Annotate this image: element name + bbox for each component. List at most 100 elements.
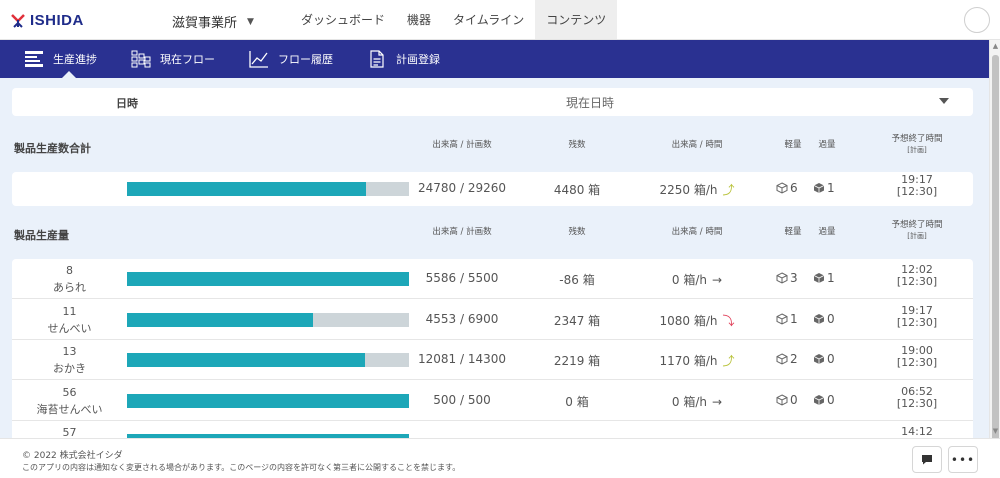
over-value: 1	[827, 181, 835, 195]
copyright-text: © 2022 株式会社イシダ	[22, 451, 123, 461]
progress-fill	[127, 272, 409, 286]
subnav-label: フロー履歴	[278, 53, 333, 66]
col-header-end-label: 予想終了時間	[891, 220, 943, 230]
end-time-plan: [12:30]	[896, 315, 938, 329]
end-time-value: 19:00	[901, 344, 933, 357]
end-time-plan: [12:30]	[896, 396, 938, 410]
over-count: 0	[813, 312, 853, 326]
rate-text: 2250 箱/h	[659, 183, 718, 197]
plan-value: 12081 / 14300	[417, 352, 507, 366]
rate-value: 1080 箱/h ⤵	[627, 312, 767, 329]
end-time-plan: [12:30]	[896, 185, 938, 198]
plan-value: 500 / 500	[433, 392, 491, 407]
scroll-up-arrow-icon[interactable]: ▲	[992, 42, 999, 50]
document-icon	[367, 49, 387, 69]
progress-bar	[127, 434, 409, 438]
light-count: 1	[776, 312, 816, 326]
over-value: 0	[827, 392, 835, 407]
end-time-plan: [12:30]	[896, 356, 938, 369]
trend-up-icon: ⤴	[722, 354, 735, 368]
more-dots-icon: •••	[950, 452, 976, 467]
end-time: 19:17 [12:30]	[867, 174, 967, 198]
product-code: 57	[62, 426, 77, 438]
tab-timeline[interactable]: タイムライン	[453, 13, 525, 27]
remaining-value: 2219 箱	[553, 354, 601, 368]
product-card: 8 あられ 5586 / 5500 -86 箱 0 箱/h → 3 1 12:02…	[12, 259, 973, 438]
flow-grid-icon	[131, 49, 151, 69]
col-header-end-sub: [計画]	[907, 232, 927, 240]
sub-nav: 生産進捗 現在フロー フロー履歴 計画登録	[0, 40, 989, 78]
caret-down-icon	[939, 98, 949, 104]
product-row: 8 あられ 5586 / 5500 -86 箱 0 箱/h → 3 1 12:02…	[12, 259, 973, 299]
over-count: 1	[813, 181, 853, 195]
product-section-title: 製品生産量	[14, 229, 69, 242]
user-avatar[interactable]	[964, 7, 990, 33]
more-button[interactable]: •••	[948, 446, 978, 473]
ishida-logo[interactable]: ISHIDA	[10, 11, 84, 29]
trend-up-icon: ⤴	[722, 183, 735, 197]
total-row: 24780 / 29260 4480 箱 2250 箱/h ⤴ 6 1 19:17…	[12, 169, 973, 209]
product-name: あられ	[53, 281, 86, 294]
product-name: おかき	[53, 362, 86, 375]
total-card: 24780 / 29260 4480 箱 2250 箱/h ⤴ 6 1 19:17…	[12, 172, 973, 206]
progress-bar	[127, 182, 409, 196]
footer: © 2022 株式会社イシダ このアプリの内容は通知なく変更される場合があります…	[0, 438, 1000, 478]
notice-text: このアプリの内容は通知なく変更される場合があります。このページの内容を許可なく第…	[22, 463, 461, 472]
cube-filled-icon	[813, 273, 825, 283]
subnav-plan-register[interactable]: 計画登録	[345, 40, 452, 78]
rate-text: 0 箱/h	[671, 394, 708, 409]
remaining-value: -86 箱	[559, 273, 595, 287]
site-select-label: 滋賀事業所	[172, 16, 238, 31]
over-count: 0	[813, 352, 853, 366]
over-value: 0	[827, 311, 835, 326]
over-count: 0	[813, 393, 853, 407]
subnav-label: 生産進捗	[53, 53, 97, 66]
scroll-thumb[interactable]	[992, 55, 999, 445]
col-header-light: 軽量	[784, 227, 802, 237]
chat-icon	[922, 455, 932, 465]
rate-value: 1170 箱/h ⤴	[627, 352, 767, 369]
end-time-value: 12:02	[901, 263, 933, 276]
vertical-scrollbar[interactable]: ▲ ▼	[989, 40, 1000, 445]
progress-list-icon	[24, 49, 44, 69]
tab-dashboard[interactable]: ダッシュボード	[301, 13, 386, 27]
datetime-value: 現在日時	[566, 96, 615, 110]
rate-text: 1170 箱/h	[659, 354, 718, 368]
end-time-plan: [12:30]	[896, 275, 938, 288]
rate-value: 0 箱/h →	[627, 393, 767, 410]
col-header-plan: 出来高 / 計画数	[432, 227, 492, 237]
cube-filled-icon	[813, 183, 825, 193]
light-count: 6	[776, 181, 816, 195]
progress-fill	[127, 393, 409, 408]
product-code: 8	[66, 264, 73, 277]
scroll-down-arrow-icon[interactable]: ▼	[992, 427, 999, 435]
total-section-title: 製品生産数合計	[14, 142, 91, 155]
cube-outline-icon	[776, 393, 788, 406]
tab-devices[interactable]: 機器	[407, 13, 432, 27]
trend-flat-icon: →	[712, 394, 723, 409]
subnav-current-flow[interactable]: 現在フロー	[109, 40, 227, 78]
site-select[interactable]: 滋賀事業所 ▼	[172, 12, 254, 31]
col-header-remaining: 残数	[568, 140, 586, 150]
chat-button[interactable]	[912, 446, 942, 473]
cube-filled-icon	[813, 354, 825, 364]
col-header-over: 過量	[818, 140, 836, 150]
tab-contents[interactable]: コンテンツ	[535, 0, 618, 39]
product-name: 海苔せんべい	[36, 402, 103, 416]
subnav-production-progress[interactable]: 生産進捗	[0, 40, 109, 78]
over-count: 1	[813, 271, 853, 285]
remaining-value: 0 箱	[565, 394, 589, 409]
remaining-value: 4480 箱	[553, 183, 601, 197]
end-time-value: 14:12	[901, 425, 933, 438]
progress-fill	[127, 182, 366, 196]
col-header-remaining: 残数	[568, 227, 586, 237]
progress-fill	[127, 353, 366, 367]
subnav-flow-history[interactable]: フロー履歴	[227, 40, 345, 78]
col-header-end-sub: [計画]	[907, 146, 927, 154]
rate-value: 2250 箱/h ⤴	[627, 181, 767, 198]
light-value: 2	[790, 352, 798, 366]
logo-text: ISHIDA	[30, 11, 84, 29]
end-time: 14:12	[867, 426, 967, 438]
light-value: 1	[790, 311, 798, 326]
datetime-select[interactable]: 日時 現在日時	[12, 88, 973, 116]
